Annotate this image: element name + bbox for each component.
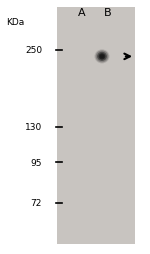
Ellipse shape <box>97 53 107 62</box>
Ellipse shape <box>99 54 105 60</box>
Text: 72: 72 <box>31 199 42 208</box>
Ellipse shape <box>96 51 108 63</box>
Text: A: A <box>78 8 85 18</box>
Ellipse shape <box>94 50 110 64</box>
Text: 250: 250 <box>25 46 42 55</box>
Text: B: B <box>104 8 112 18</box>
Text: 95: 95 <box>30 158 42 167</box>
Text: KDa: KDa <box>6 18 24 27</box>
FancyBboxPatch shape <box>57 8 135 244</box>
Ellipse shape <box>100 55 104 59</box>
Text: 130: 130 <box>25 122 42 132</box>
